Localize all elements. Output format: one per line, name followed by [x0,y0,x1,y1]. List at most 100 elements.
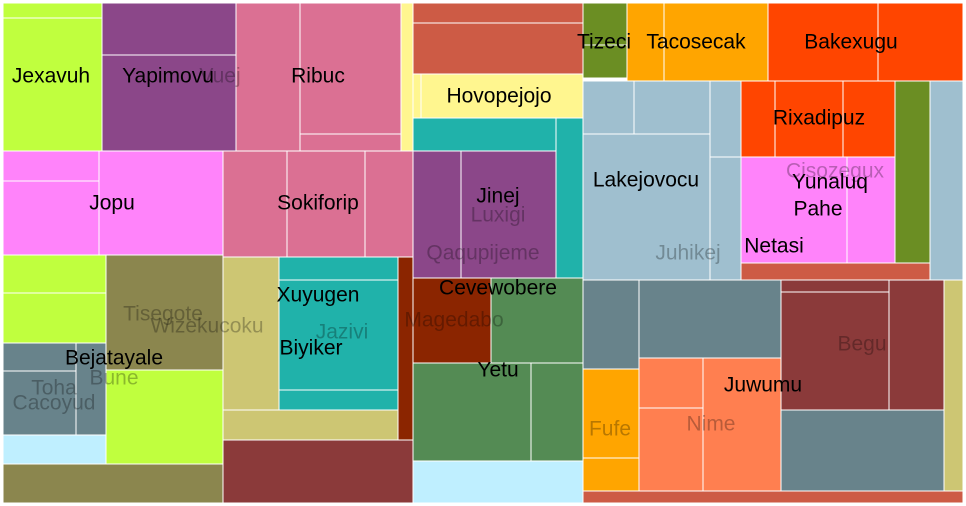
treemap-label-yunaluq: Yunaluq [792,171,868,194]
treemap-cell-59 [888,279,945,411]
treemap-label-tacosecak: Tacosecak [646,31,746,54]
treemap-label-juwumu: Juwumu [724,374,802,397]
treemap-cell-66 [780,409,945,492]
treemap-label-pahe: Pahe [793,198,842,221]
treemap-cell-58 [780,291,890,411]
treemap-cell-53 [530,362,584,462]
treemap-cell-50 [412,277,492,364]
treemap-label-vuej: Vuej [199,65,240,88]
treemap-label-qaqupijeme: Qaqupijeme [426,242,539,265]
treemap-cell-62 [582,457,640,492]
treemap-cell-61 [582,368,640,459]
treemap-label-cevewobere: Cevewobere [439,277,557,300]
treemap-label-netasi: Netasi [744,235,804,258]
treemap-label-lakejovocu: Lakejovocu [593,169,699,192]
treemap-cell-41 [2,254,107,294]
treemap-cell-57 [780,279,890,293]
treemap-cell-73 [2,463,224,504]
treemap-cell-54 [412,460,584,504]
treemap-cell-33 [740,80,776,158]
treemap-label-jopu: Jopu [89,192,135,215]
treemap-cell-30 [582,133,711,281]
treemap-cell-31 [709,80,742,158]
treemap-label-yetu: Yetu [477,359,518,382]
treemap-cell-70 [75,342,107,436]
treemap-label-begu: Begu [837,333,886,356]
treemap-label-biyiker: Biyiker [279,337,342,360]
treemap-cell-13 [582,44,628,79]
treemap-label-sokiforip: Sokiforip [277,192,359,215]
treemap-label-yapimovu: Yapimovu [122,65,214,88]
treemap-label-ribuc: Ribuc [291,65,345,88]
treemap-cell-18 [2,150,100,182]
treemap-cell-22 [286,150,366,258]
treemap-cell-0 [2,2,103,19]
treemap-label-cacoyud: Cacoyud [13,392,96,415]
treemap-cell-26 [412,150,462,279]
treemap-cell-74 [222,439,414,504]
treemap-cell-48 [278,389,399,411]
treemap-cell-51 [490,277,584,364]
treemap-cell-8 [412,2,584,24]
treemap-label-bune: Bune [89,367,138,390]
treemap-cell-32 [709,156,742,281]
treemap-cell-67 [582,490,964,504]
treemap-cell-56 [638,279,782,359]
treemap-cell-23 [364,150,414,258]
treemap-cell-9 [412,22,584,75]
treemap-cell-6 [299,133,402,152]
treemap-cell-72 [2,434,107,465]
treemap-cell-1 [2,17,103,152]
treemap-cell-10 [412,73,584,119]
treemap-label-jazivi: Jazivi [316,321,369,344]
treemap-cell-71 [105,369,224,465]
treemap-cell-17 [877,2,964,82]
treemap-cell-39 [846,156,896,264]
treemap-cell-15 [663,2,769,82]
treemap-cell-27 [460,150,557,279]
treemap-label-fufe: Fufe [589,418,631,441]
treemap-cell-64 [638,407,704,492]
treemap-label-luxigi: Luxigi [471,204,526,227]
treemap-cell-42 [2,292,107,344]
treemap-cell-24 [412,117,584,152]
treemap-cell-49 [397,256,414,441]
treemap-label-jexavuh: Jexavuh [12,65,90,88]
treemap-cell-20 [98,150,224,256]
treemap-cell-7 [400,2,414,152]
treemap-label-jinej: Jinej [476,185,519,208]
treemap-cell-63 [638,357,704,409]
treemap-cell-29 [633,80,711,135]
treemap-cell-16 [767,2,879,82]
treemap-label-rixadipuz: Rixadipuz [773,107,865,130]
treemap-cell-21 [222,150,288,258]
treemap-cell-3 [101,54,237,152]
treemap-cell-25 [555,117,584,279]
treemap-cell-36 [894,80,931,264]
treemap-cell-43 [105,254,224,371]
treemap-label-tisegote: Tisegote [123,303,203,326]
treemap-label-cisozegux: Cisozegux [786,160,885,183]
treemap-cell-69 [2,370,77,436]
treemap-cell-60 [943,279,964,492]
treemap-cell-55 [582,279,640,370]
treemap-cell-4 [235,2,301,152]
treemap-label-wizekucoku: Wizekucoku [150,315,263,338]
treemap-label-xuyugen: Xuyugen [277,284,360,307]
treemap-cell-40 [740,262,931,281]
treemap-label-toha: Toha [31,377,77,400]
treemap-cell-52 [412,362,532,462]
treemap-label-bejatayale: Bejatayale [65,347,163,370]
treemap-label-magedabo: Magedabo [404,309,503,332]
treemap-cell-47 [278,279,399,391]
treemap-cell-28 [582,80,635,135]
treemap-label-tizeci: Tizeci [577,31,631,54]
treemap-cell-38 [740,156,848,264]
treemap-cell-19 [2,180,100,256]
treemap-label-nime: Nime [686,413,735,436]
treemap-cell-45 [222,409,399,441]
treemap-cell-46 [278,256,399,281]
